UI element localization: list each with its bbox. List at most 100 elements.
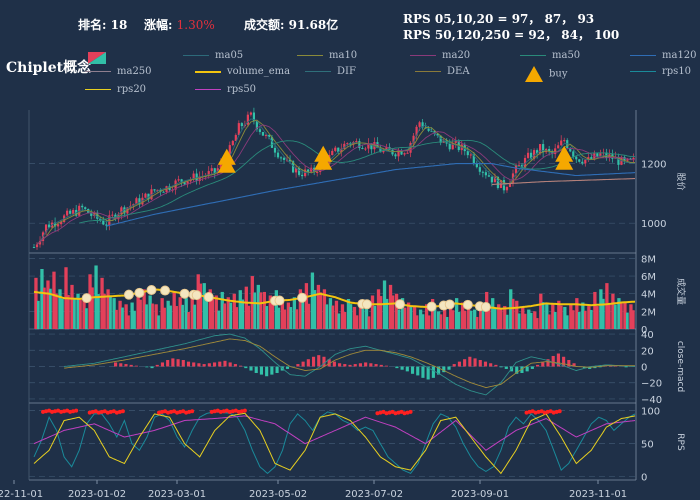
candle-body: [288, 159, 292, 162]
candle-body: [517, 164, 521, 166]
turnover-label: 成交额:: [244, 18, 285, 32]
candle-body: [240, 123, 243, 127]
volume-bar: [196, 274, 200, 329]
rps-high-marker: [545, 409, 550, 414]
candle-body: [331, 150, 334, 156]
macd-hist-bar: [218, 361, 222, 367]
macd-hist-bar: [233, 364, 237, 367]
volume-bar: [226, 297, 230, 329]
rps-high-marker: [542, 410, 547, 415]
rps-high-marker: [375, 411, 380, 416]
candle-body: [623, 157, 626, 161]
macd-hist-bar: [160, 362, 165, 367]
rps-high-marker: [65, 408, 70, 413]
volume-bar: [439, 314, 443, 329]
rps-high-marker: [387, 410, 392, 415]
candle-body: [542, 144, 545, 153]
candle-body: [135, 198, 138, 205]
candle-body: [162, 191, 165, 193]
volume-bar: [157, 315, 160, 329]
ma20-line: [36, 124, 635, 245]
dea-line: [64, 338, 635, 389]
volume-bar: [247, 305, 251, 329]
candle-body: [535, 150, 539, 154]
rps-high-marker: [212, 409, 217, 414]
macd-hist-bar: [155, 364, 159, 367]
macd-hist-bar: [228, 362, 232, 367]
candle-body: [496, 176, 500, 189]
macd-hist-bar: [327, 359, 331, 367]
volume-bar: [491, 298, 495, 329]
rps-high-marker: [384, 411, 389, 416]
macd-hist-bar: [520, 366, 524, 373]
volume-marker: [426, 301, 437, 312]
rps-high-marker: [47, 408, 52, 413]
candle-body: [355, 141, 358, 143]
candle-body: [370, 143, 373, 150]
candle-body: [258, 129, 262, 132]
macd-hist-bar: [212, 362, 217, 367]
volume-bar: [370, 295, 375, 329]
rps-high-marker: [59, 409, 64, 414]
volume-bar: [337, 313, 341, 329]
rps-high-marker: [108, 409, 113, 414]
y-tick-label: 0: [641, 473, 647, 484]
volume-bar: [469, 310, 473, 329]
buy-triangle: [555, 153, 574, 170]
legend-swatch: [630, 71, 656, 72]
candle-body: [267, 135, 271, 138]
macd-hist-bar: [598, 366, 602, 368]
volume-bar: [34, 277, 38, 329]
candle-body: [270, 137, 274, 148]
candle-body: [264, 135, 268, 137]
y-tick-label: 8M: [641, 254, 656, 265]
volume-bar: [187, 312, 190, 329]
candle-body: [102, 220, 105, 225]
volume-bar: [40, 269, 44, 329]
candle-body: [234, 135, 237, 141]
candle-body: [382, 150, 385, 153]
candle-body: [219, 162, 222, 169]
volume-bar: [503, 306, 507, 329]
macd-hist-bar: [431, 366, 435, 378]
volume-bar: [76, 293, 80, 329]
candle-body: [481, 171, 484, 173]
volume-bar: [571, 310, 575, 329]
candle-body: [38, 241, 42, 245]
volume-bar: [55, 293, 58, 329]
volume-bar: [91, 287, 94, 329]
macd-hist-bar: [181, 360, 185, 367]
legend-swatch: [297, 55, 323, 56]
volume-marker: [462, 299, 473, 310]
rps-high-marker: [166, 410, 171, 415]
volume-bar: [139, 299, 142, 329]
volume-bar: [265, 306, 269, 329]
volume-bar: [479, 302, 483, 329]
volume-bar: [97, 294, 100, 329]
volume-bar: [274, 290, 279, 329]
volume-bar: [583, 310, 587, 329]
rps-high-marker: [74, 408, 79, 413]
candle-body: [529, 152, 533, 159]
volume-bar: [169, 305, 172, 329]
volume-bar: [73, 298, 76, 329]
candle-body: [231, 140, 234, 146]
candle-body: [469, 154, 472, 156]
volume-bar: [601, 298, 605, 329]
candle-body: [307, 169, 310, 172]
volume-bar: [409, 307, 413, 329]
legend-ma05: ma05: [183, 50, 243, 61]
volume-bar: [565, 315, 569, 329]
rps-high-marker: [233, 408, 238, 413]
volume-marker: [297, 292, 308, 303]
volume-bar: [271, 303, 275, 329]
candle-body: [376, 142, 379, 148]
legend-label: rps50: [227, 84, 257, 95]
rps-high-marker: [157, 410, 162, 415]
volume-bar: [208, 289, 212, 329]
macd-hist-bar: [515, 366, 519, 374]
candle-body: [120, 207, 123, 215]
candle-body: [316, 172, 319, 174]
volume-marker: [274, 295, 285, 306]
macd-hist-bar: [567, 360, 571, 367]
